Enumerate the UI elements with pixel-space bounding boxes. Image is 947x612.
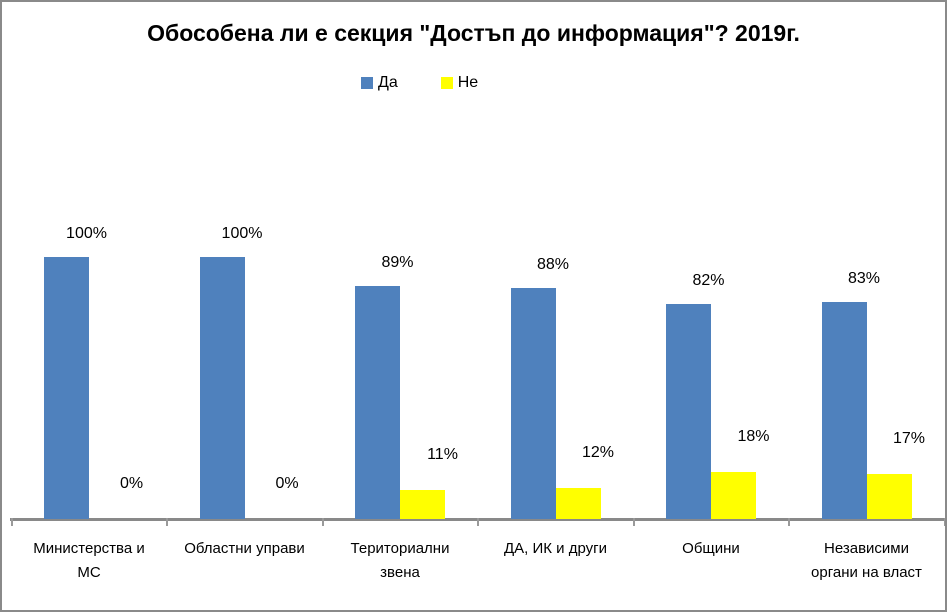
legend-swatch-no-icon bbox=[440, 77, 453, 89]
category-label-line: МС bbox=[77, 564, 101, 581]
bar-yes-1 bbox=[44, 257, 89, 519]
category-label-5: Общини bbox=[626, 537, 796, 561]
bar-yes-2 bbox=[199, 257, 245, 519]
bar-no-3 bbox=[400, 490, 445, 519]
plot-area: 100% 0% 100% 0% 89% 11% 88% 12% 82% 18% 83% 17% bbox=[2, 2, 945, 526]
category-label-line: Независими bbox=[824, 540, 909, 557]
bar-no-4 bbox=[555, 487, 601, 519]
bar-no-5 bbox=[711, 471, 756, 519]
chart-title: Обособена ли е секция "Достъп до информа… bbox=[147, 20, 800, 46]
data-label-yes-6: 83% bbox=[847, 269, 881, 287]
data-label-yes-4: 88% bbox=[536, 256, 570, 274]
legend-item-no: Не bbox=[440, 74, 479, 92]
legend-label-yes: Да bbox=[378, 74, 398, 91]
category-label-line: ДА, ИК и други bbox=[503, 540, 607, 557]
legend-item-yes: Да bbox=[361, 74, 398, 92]
data-label-yes-2: 100% bbox=[221, 225, 263, 242]
category-label-line: Областни управи bbox=[184, 540, 305, 557]
x-axis-tick bbox=[943, 518, 945, 526]
data-label-yes-3: 89% bbox=[381, 253, 414, 271]
data-label-no-6: 17% bbox=[892, 430, 926, 448]
bar-yes-3 bbox=[355, 285, 400, 519]
category-label-line: Министерства и bbox=[33, 540, 145, 557]
bar-yes-6 bbox=[821, 301, 867, 519]
category-label-3: Териториални звена bbox=[315, 537, 485, 585]
legend-swatch-yes-icon bbox=[361, 77, 373, 89]
category-label-line: Териториални bbox=[350, 540, 450, 557]
data-label-no-3: 11% bbox=[427, 446, 458, 464]
data-label-yes-5: 82% bbox=[692, 272, 725, 290]
bar-yes-4 bbox=[510, 288, 556, 519]
category-label-4: ДА, ИК и други bbox=[471, 537, 641, 561]
category-label-line: Общини bbox=[682, 540, 740, 557]
legend: Да Не bbox=[361, 74, 478, 92]
category-label-2: Областни управи bbox=[160, 537, 330, 561]
category-label-line: органи на власт bbox=[811, 564, 922, 581]
data-label-no-1: 0% bbox=[119, 475, 144, 492]
x-axis-tick bbox=[10, 518, 13, 526]
category-label-1: Министерства и МС bbox=[4, 537, 174, 585]
x-axis-tick bbox=[321, 518, 324, 526]
x-axis-tick bbox=[166, 518, 168, 526]
data-label-no-5: 18% bbox=[737, 427, 770, 445]
x-axis-tick bbox=[788, 518, 790, 526]
bar-no-6 bbox=[866, 474, 912, 519]
bar-yes-5 bbox=[666, 304, 711, 519]
data-label-no-2: 0% bbox=[275, 475, 299, 492]
data-label-yes-1: 100% bbox=[66, 225, 107, 242]
legend-label-no: Не bbox=[457, 74, 479, 91]
category-label-6: Независими органи на власт bbox=[782, 537, 946, 585]
x-axis-tick bbox=[632, 518, 635, 526]
x-axis-tick bbox=[477, 518, 479, 526]
category-label-line: звена bbox=[380, 564, 420, 581]
data-label-no-4: 12% bbox=[581, 443, 615, 461]
